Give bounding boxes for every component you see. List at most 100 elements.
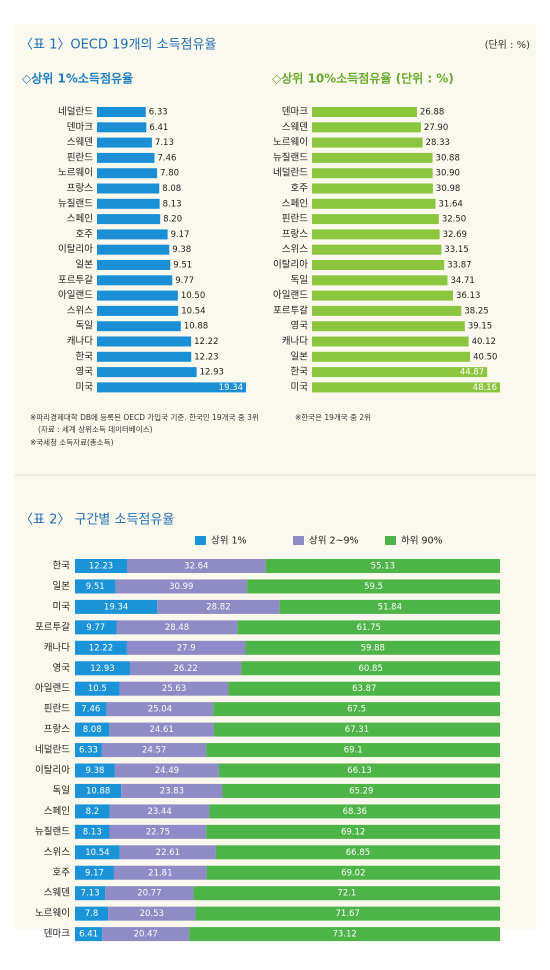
note: ※한국은 19개국 중 2위 <box>295 412 371 422</box>
bar-segment <box>101 743 207 758</box>
bar-segment <box>206 824 501 839</box>
category-label: 영국 <box>291 321 309 332</box>
bar-segment <box>189 927 501 942</box>
value-label: 10.50 <box>181 291 205 301</box>
bar-segment <box>241 661 500 676</box>
bar-segment <box>195 906 500 921</box>
category-label: 스웨덴 <box>282 121 308 133</box>
category-label: 뉴질랜드 <box>58 197 93 209</box>
value-label: 30.99 <box>169 582 193 592</box>
value-label: 72.1 <box>337 889 356 899</box>
value-label: 19.34 <box>104 602 128 612</box>
value-label: 10.88 <box>184 322 208 332</box>
category-label: 이탈리아 <box>273 259 308 271</box>
category-label: 독일 <box>291 275 308 286</box>
legend-swatch <box>195 536 206 545</box>
bar-segment <box>265 559 500 573</box>
value-label: 48.16 <box>473 383 497 393</box>
bar <box>97 382 246 393</box>
category-label: 미국 <box>291 382 309 393</box>
bar <box>97 290 178 301</box>
bar-segment <box>213 722 500 737</box>
bar <box>97 214 161 225</box>
value-label: 7.13 <box>81 889 100 899</box>
bar-segment <box>75 845 120 860</box>
bar-segment <box>105 886 194 901</box>
bar <box>97 168 158 179</box>
bar <box>97 244 170 255</box>
value-label: 22.61 <box>156 848 180 858</box>
value-label: 66.13 <box>347 766 371 776</box>
value-label: 40.50 <box>473 352 497 362</box>
bar <box>97 198 160 209</box>
value-label: 12.93 <box>200 368 224 378</box>
value-label: 24.57 <box>142 746 166 756</box>
bar-segment <box>75 824 110 839</box>
value-label: 6.41 <box>149 123 168 133</box>
category-label: 네덜란드 <box>35 744 70 756</box>
value-label: 28.33 <box>426 138 450 148</box>
value-label: 39.15 <box>468 322 492 332</box>
bar-segment <box>126 559 266 573</box>
value-label: 32.64 <box>184 562 208 572</box>
bar-segment <box>75 702 107 717</box>
bar-segment <box>75 763 115 778</box>
legend-swatch <box>293 536 304 545</box>
value-label: 67.31 <box>345 725 369 735</box>
category-label: 노르웨이 <box>273 136 308 148</box>
bar-segment <box>228 681 501 696</box>
value-label: 59.5 <box>364 582 383 592</box>
value-label: 30.90 <box>436 169 460 179</box>
bar-segment <box>109 824 207 839</box>
bar-segment <box>206 865 501 880</box>
value-label: 25.04 <box>148 705 172 715</box>
bar-segment <box>245 640 500 655</box>
value-label: 7.46 <box>157 153 176 163</box>
category-label: 네덜란드 <box>58 106 93 118</box>
value-label: 7.8 <box>85 909 99 919</box>
category-label: 호주 <box>53 867 71 878</box>
bar-segment <box>75 906 109 921</box>
value-label: 38.25 <box>464 306 488 316</box>
chart-title: ◇상위 1%소득점유율 <box>22 71 133 86</box>
bar-segment <box>75 640 127 655</box>
value-label: 40.12 <box>472 337 496 347</box>
category-label: 스웨덴 <box>44 887 70 899</box>
bar <box>312 137 423 148</box>
category-label: 독일 <box>76 321 93 332</box>
bar-segment <box>102 927 190 942</box>
legend-label: 하위 90% <box>401 535 443 547</box>
category-label: 한국 <box>76 351 94 362</box>
category-label: 포르투갈 <box>273 304 308 316</box>
table1-title: 〈표 1〉OECD 19개의 소득점유율 <box>20 38 216 53</box>
bar-segment <box>116 620 238 635</box>
category-label: 뉴질랜드 <box>35 825 70 837</box>
bar <box>312 198 436 209</box>
category-label: 스위스 <box>44 846 70 858</box>
category-label: 스페인 <box>67 214 93 225</box>
bar <box>97 351 192 362</box>
bar <box>312 305 462 316</box>
bar <box>312 168 433 179</box>
bar <box>312 275 448 286</box>
category-label: 아일랜드 <box>58 290 93 301</box>
category-label: 일본 <box>76 260 94 271</box>
bar <box>97 107 146 117</box>
category-label: 포르투갈 <box>35 621 70 633</box>
value-label: 10.54 <box>181 306 205 316</box>
bar <box>97 229 168 240</box>
value-label: 24.61 <box>149 725 173 735</box>
value-label: 12.23 <box>89 562 113 572</box>
value-label: 6.41 <box>79 930 98 940</box>
category-label: 호주 <box>291 183 309 194</box>
value-label: 26.22 <box>173 664 197 674</box>
category-label: 스위스 <box>282 243 308 255</box>
category-label: 아일랜드 <box>35 683 70 694</box>
bar-segment <box>109 804 210 819</box>
bar-segment <box>109 722 214 737</box>
bar-segment <box>75 743 102 758</box>
value-label: 21.81 <box>148 868 172 878</box>
category-label: 뉴질랜드 <box>273 151 308 163</box>
value-label: 68.36 <box>343 807 367 817</box>
